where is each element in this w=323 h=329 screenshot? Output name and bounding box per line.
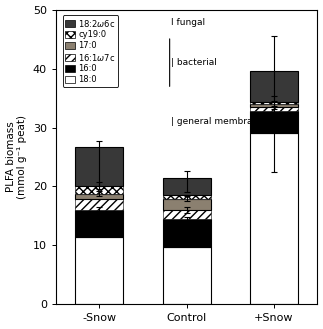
Bar bbox=[163, 247, 211, 304]
Bar bbox=[163, 199, 211, 210]
Bar bbox=[163, 219, 211, 247]
Legend: 18:2$\omega$6c, cy19:0, 17:0, 16:1$\omega$7c, 16:0, 18:0: 18:2$\omega$6c, cy19:0, 17:0, 16:1$\omeg… bbox=[63, 15, 118, 87]
Text: I fungal: I fungal bbox=[171, 18, 205, 27]
Bar bbox=[250, 71, 298, 102]
Bar bbox=[250, 111, 298, 133]
Text: | bacterial: | bacterial bbox=[171, 58, 217, 67]
Y-axis label: PLFA biomass
(mmol g⁻¹ peat): PLFA biomass (mmol g⁻¹ peat) bbox=[5, 115, 27, 199]
Bar bbox=[250, 133, 298, 304]
Bar bbox=[250, 107, 298, 111]
Bar bbox=[163, 195, 211, 199]
Bar bbox=[76, 199, 123, 210]
Bar bbox=[76, 237, 123, 304]
Bar bbox=[76, 187, 123, 193]
Bar bbox=[76, 193, 123, 199]
Bar bbox=[163, 210, 211, 219]
Bar bbox=[163, 178, 211, 195]
Text: | general membrane: | general membrane bbox=[171, 117, 264, 126]
Bar bbox=[76, 147, 123, 187]
Bar bbox=[250, 104, 298, 107]
Bar bbox=[250, 102, 298, 104]
Bar bbox=[76, 210, 123, 237]
